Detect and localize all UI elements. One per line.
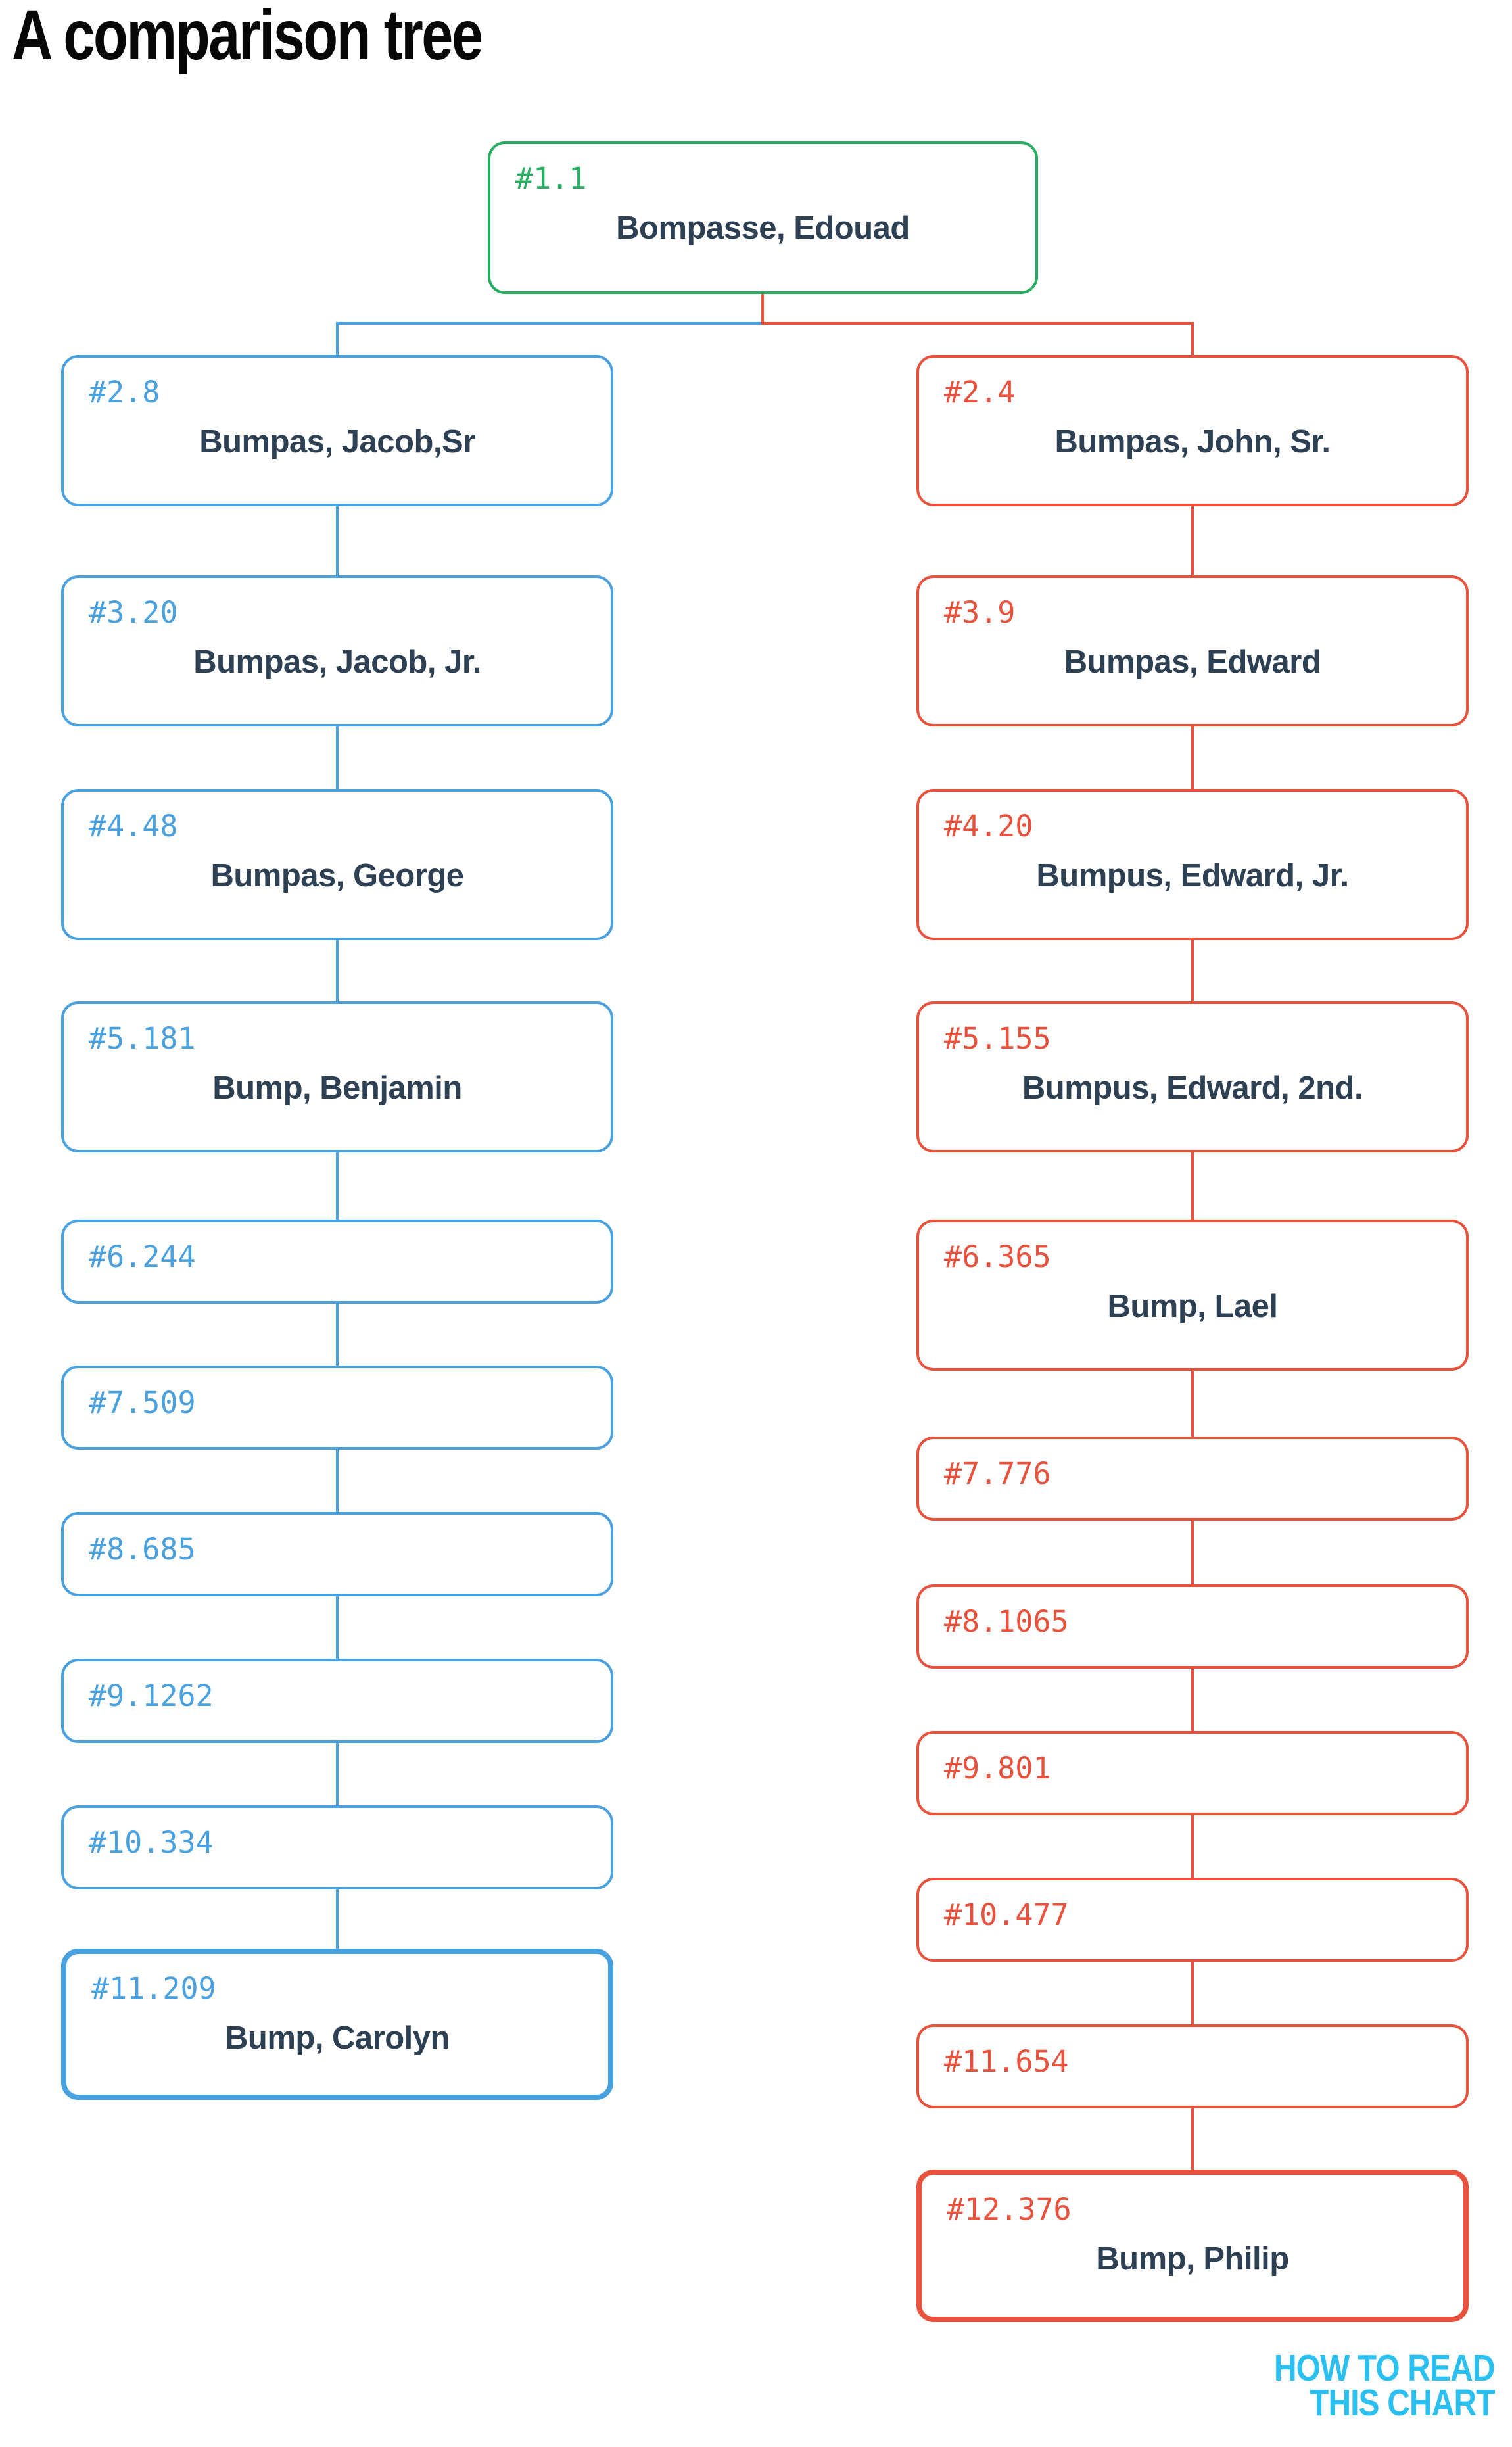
connector-drop-right	[1191, 322, 1194, 355]
node-id: #12.376	[947, 2192, 1072, 2227]
tree-node-right-12-terminal: #12.376 Bump, Philip	[916, 2170, 1469, 2322]
connector-right-7-8	[1191, 1521, 1194, 1584]
connector-right-10-11	[1191, 1962, 1194, 2024]
node-name: Bump, Carolyn	[225, 2020, 450, 2056]
connector-drop-left	[336, 322, 339, 355]
node-id: #1.1	[515, 161, 587, 196]
node-id: #6.244	[89, 1239, 196, 1274]
connector-left-3-4	[336, 726, 339, 789]
connector-root-stem	[761, 294, 764, 323]
tree-node-right-10: #10.477	[916, 1878, 1469, 1962]
node-id: #11.209	[91, 1971, 216, 2006]
connector-left-5-6	[336, 1152, 339, 1220]
node-id: #11.654	[944, 2044, 1069, 2079]
tree-node-right-9: #9.801	[916, 1731, 1469, 1815]
tree-node-left-6: #6.244	[61, 1220, 613, 1304]
node-name: Bump, Lael	[1107, 1289, 1278, 1324]
tree-node-right-2: #2.4 Bumpas, John, Sr.	[916, 355, 1469, 506]
node-name: Bompasse, Edouad	[616, 210, 910, 246]
node-id: #9.1262	[89, 1678, 214, 1713]
tree-node-right-11: #11.654	[916, 2024, 1469, 2108]
node-id: #2.8	[89, 375, 160, 410]
connector-left-10-11	[336, 1889, 339, 1949]
connector-right-4-5	[1191, 940, 1194, 1001]
logo-line-1: HOW TO READ	[1274, 2347, 1496, 2389]
node-id: #4.48	[89, 809, 178, 843]
connector-branch-left	[336, 322, 764, 325]
node-id: #7.509	[89, 1385, 196, 1420]
logo-line-2: THIS CHART	[1310, 2382, 1495, 2424]
node-name: Bumpas, Jacob, Jr.	[193, 644, 481, 680]
connector-right-11-12	[1191, 2108, 1194, 2170]
node-id: #7.776	[944, 1456, 1051, 1491]
tree-node-left-11-terminal: #11.209 Bump, Carolyn	[61, 1949, 613, 2100]
tree-node-right-8: #8.1065	[916, 1584, 1469, 1669]
node-name: Bump, Benjamin	[212, 1070, 462, 1106]
tree-node-left-3: #3.20 Bumpas, Jacob, Jr.	[61, 575, 613, 726]
node-id: #10.477	[944, 1897, 1069, 1932]
tree-node-left-8: #8.685	[61, 1512, 613, 1596]
tree-node-right-5: #5.155 Bumpus, Edward, 2nd.	[916, 1001, 1469, 1152]
page-title: A comparison tree	[12, 0, 483, 74]
connector-right-5-6	[1191, 1152, 1194, 1220]
connector-left-2-3	[336, 506, 339, 575]
connector-left-4-5	[336, 940, 339, 1001]
node-id: #4.20	[944, 809, 1033, 843]
connector-left-9-10	[336, 1743, 339, 1805]
node-id: #6.365	[944, 1239, 1051, 1274]
node-name: Bumpas, Jacob,Sr	[199, 424, 475, 460]
connector-left-6-7	[336, 1304, 339, 1366]
connector-right-3-4	[1191, 726, 1194, 789]
tree-node-left-10: #10.334	[61, 1805, 613, 1889]
tree-node-root: #1.1 Bompasse, Edouad	[488, 141, 1038, 294]
node-id: #10.334	[89, 1825, 214, 1860]
node-id: #9.801	[944, 1751, 1051, 1786]
tree-node-right-3: #3.9 Bumpas, Edward	[916, 575, 1469, 726]
connector-branch-right	[761, 322, 1194, 325]
node-id: #5.181	[89, 1021, 196, 1056]
tree-node-left-2: #2.8 Bumpas, Jacob,Sr	[61, 355, 613, 506]
connector-left-8-9	[336, 1596, 339, 1659]
node-name: Bumpus, Edward, Jr.	[1036, 858, 1349, 893]
tree-node-left-9: #9.1262	[61, 1659, 613, 1743]
tree-node-right-6: #6.365 Bump, Lael	[916, 1220, 1469, 1371]
node-id: #2.4	[944, 375, 1016, 410]
tree-node-left-7: #7.509	[61, 1366, 613, 1450]
connector-right-9-10	[1191, 1815, 1194, 1878]
node-id: #8.1065	[944, 1604, 1069, 1639]
node-name: Bumpas, John, Sr.	[1054, 424, 1331, 460]
connector-right-2-3	[1191, 506, 1194, 575]
node-id: #3.9	[944, 595, 1016, 630]
connector-right-8-9	[1191, 1669, 1194, 1731]
connector-right-6-7	[1191, 1371, 1194, 1437]
node-name: Bumpas, Edward	[1064, 644, 1321, 680]
node-name: Bump, Philip	[1096, 2241, 1289, 2277]
tree-node-right-7: #7.776	[916, 1437, 1469, 1521]
how-to-read-this-chart-logo: HOW TO READ THIS CHART	[1274, 2347, 1496, 2424]
node-id: #3.20	[89, 595, 178, 630]
node-id: #5.155	[944, 1021, 1051, 1056]
node-id: #8.685	[89, 1532, 196, 1567]
tree-node-left-5: #5.181 Bump, Benjamin	[61, 1001, 613, 1152]
node-name: Bumpus, Edward, 2nd.	[1022, 1070, 1363, 1106]
connector-left-7-8	[336, 1450, 339, 1512]
tree-node-left-4: #4.48 Bumpas, George	[61, 789, 613, 940]
tree-node-right-4: #4.20 Bumpus, Edward, Jr.	[916, 789, 1469, 940]
node-name: Bumpas, George	[210, 858, 464, 893]
